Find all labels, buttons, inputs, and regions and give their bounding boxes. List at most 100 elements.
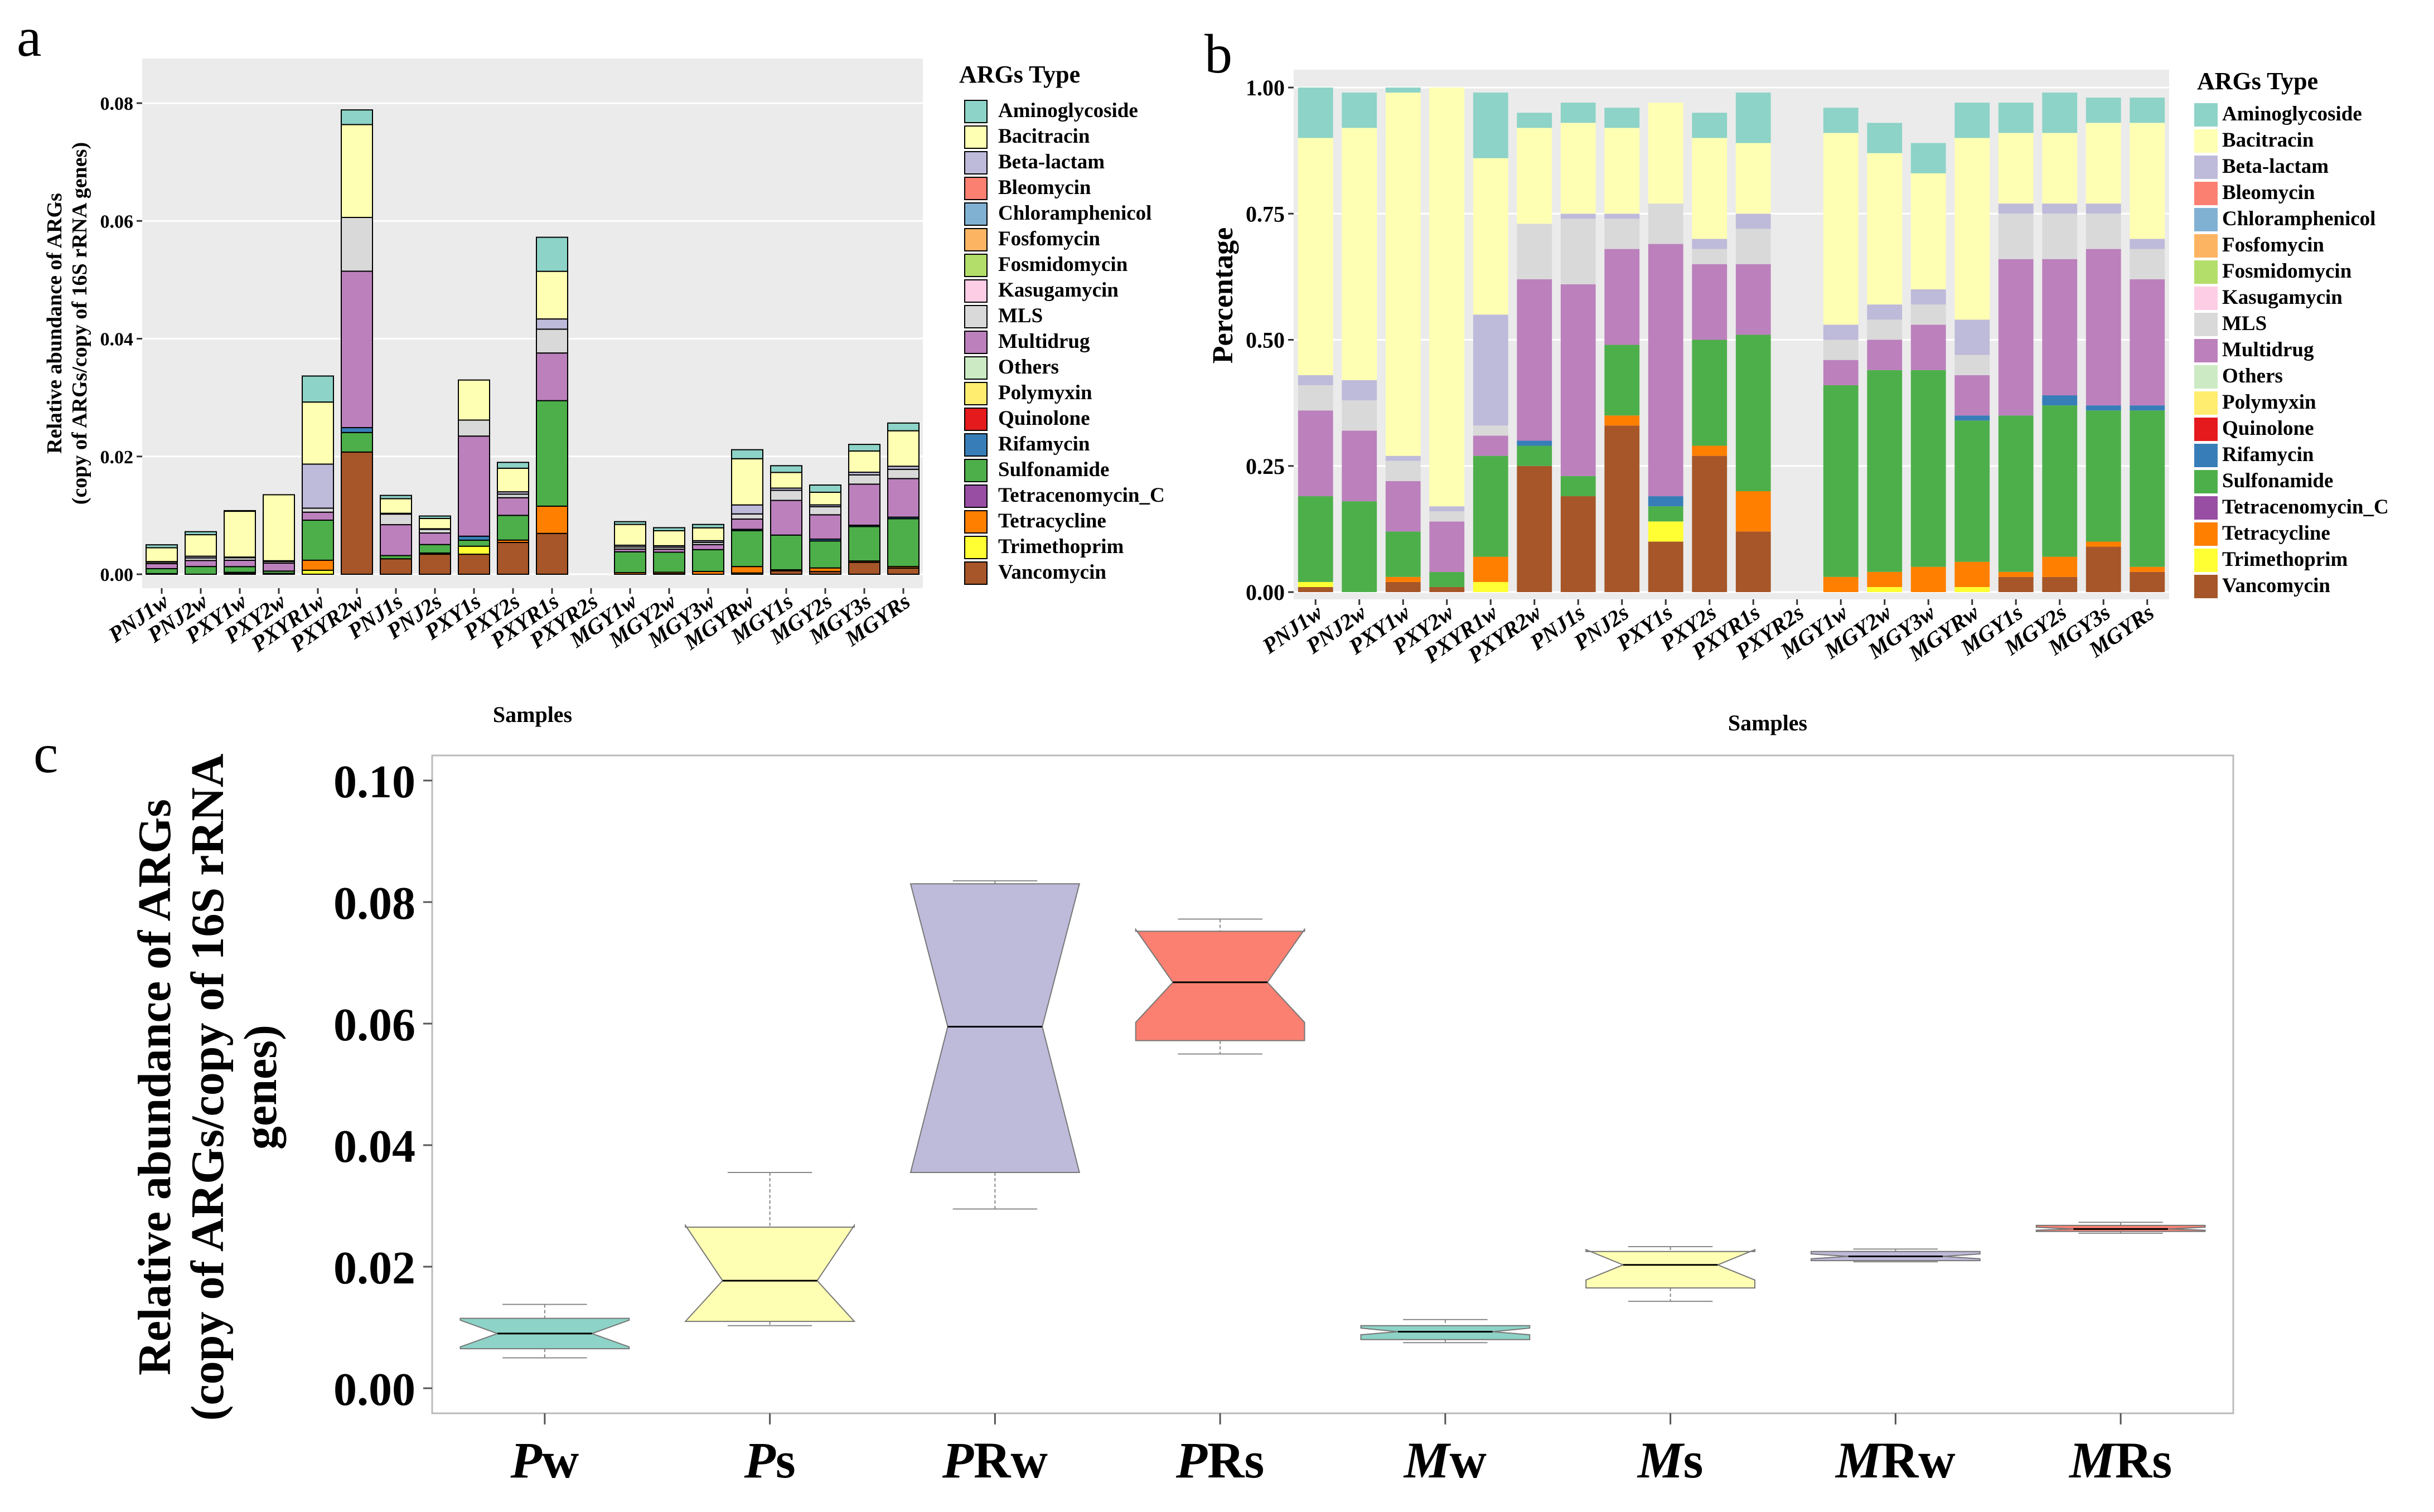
panel-b-bar-segment [1692,340,1727,446]
panel-b-bar-segment [1473,158,1508,315]
panel-a-bar-segment [302,559,334,571]
panel-a-bar-segment [848,450,880,473]
panel-a-bar-segment [770,465,802,473]
panel-b-bar-segment [1823,133,1859,325]
panel-a-legend-label: Chloramphenicol [998,202,1151,225]
panel-a-y-label-2: (copy of ARGs/copy of 16S rRNA genes) [68,142,91,505]
panel-letter-a: a [17,6,41,68]
panel-b-legend-label: Quinolone [2222,417,2314,440]
panel-b-bar-segment [1298,587,1333,592]
panel-a-bar-segment [146,544,178,549]
panel-b-bar-segment [1560,476,1596,497]
panel-a-bar-segment [809,540,841,569]
panel-b-bar-segment [2042,576,2078,592]
panel-b-legend-swatch [2194,313,2218,336]
panel-a-bar-segment [302,463,334,509]
panel-a-bar-segment [185,560,217,568]
panel-b-bar-segment [1692,138,1727,239]
panel-a-bar-segment [536,270,568,320]
panel-a-legend-label: Tetracycline [998,510,1106,532]
panel-c-y-ticks: 0.00 0.02 0.04 0.06 0.08 0.10 [333,756,432,1416]
panel-b-legend-swatch [2194,287,2218,310]
panel-c-y-label-2: (copy of ARGs/copy of 16S rRNA [182,753,234,1421]
panel-a-bar-segment [809,514,841,540]
panel-b-bar-segment [1823,324,1859,340]
panel-b-bar-segment [1604,249,1640,345]
panel-b-bar-segment [1604,214,1640,219]
panel-b-bar-segment [1735,229,1771,264]
panel-b-bar-segment [1560,214,1596,219]
panel-a-y-tick-label: 0.08 [100,94,134,114]
panel-b-bar-segment [1954,420,1990,562]
panel-a-bar-segment [536,328,568,354]
panel-b-bar-segment [1867,587,1903,592]
panel-b-bar-segment [1823,360,1859,385]
panel-b-y-tick-label: 0.50 [1246,328,1285,353]
panel-b-bar-segment [1823,340,1859,360]
panel-b-legend-label: Beta-lactam [2222,155,2329,178]
panel-b-bar-segment [2085,98,2121,123]
panel-b-bar-segment [2042,395,2078,406]
panel-b-bar-segment [1954,415,1990,421]
panel-a-legend-swatch [964,510,988,534]
panel-b-bar-segment [1692,455,1727,592]
panel-b-bar-segment [2085,410,2121,542]
panel-b-bar-segment [1910,304,1946,325]
panel-b-bar-segment [1298,581,1333,587]
panel-b-bar-segment [1648,103,1683,204]
panel-c-y-label-1: Relative abundance of ARGs [129,799,181,1375]
panel-a-bar-segment [848,483,880,526]
panel-b-legend-swatch [2194,470,2218,493]
panel-b-bar-segment [1735,93,1771,143]
panel-b-bar-segment [2085,541,2121,547]
panel-c-x-tick-label: PRw [942,1432,1048,1489]
panel-b-y-tick-label: 0.75 [1246,201,1285,226]
panel-a-legend-label: Quinolone [998,407,1090,430]
panel-a-bar-segment [692,524,724,529]
panel-a-legend-label: Polymyxin [998,381,1092,404]
panel-a-bar-segment [497,467,529,493]
panel-c-x-tick-label-rest: w [542,1432,579,1489]
panel-a-bar-segment [302,401,334,465]
panel-letter-b: b [1204,23,1232,85]
panel-a-y-tick-label: 0.02 [100,447,134,468]
panel-c-x-ticks: Pw Ps PRw PRs Mw Ms MRw MRs [510,1413,2172,1489]
panel-a-legend-title: ARGs Type [959,61,1080,88]
panel-b-bar-segment [1342,380,1377,401]
panel-b-legend-label: Kasugamycin [2222,286,2343,309]
panel-a-bar-segment [302,520,334,561]
panel-c-notched-box [1585,1248,1756,1289]
panel-b-bar-segment [1429,571,1465,587]
panel-a-bar-segment [809,484,841,493]
panel-b-bar-segment [1298,138,1333,375]
panel-a-bar-segment [887,468,920,479]
panel-b-bar-segment [1867,153,1903,305]
panel-b-bar-segment [2130,279,2165,406]
panel-b-bar-segment [1342,128,1377,380]
panel-a-legend-swatch [964,125,988,149]
panel-a-legend-label: Fosfomycin [998,227,1100,250]
panel-a-bar-segment [419,544,451,554]
panel-b-bar-segment [1298,385,1333,411]
panel-a-bar-segment [770,534,802,570]
panel-b-bar-segment [1429,506,1465,512]
panel-b-bar-segment [1429,88,1465,507]
panel-b-bar-segment [1385,88,1421,93]
panel-b-bar-segment [1998,103,2034,133]
panel-b-x-label: Samples [1728,710,1807,735]
panel-b-bar-segment [1998,203,2034,214]
panel-a-bar-segment [887,422,920,432]
panel-b-legend-swatch [2194,391,2218,415]
panel-a-bar-segment [380,513,412,526]
panel-a-bar-segment [185,531,217,536]
panel-b-bar-segment [1473,425,1508,436]
panel-b-bar-segment [1954,587,1990,592]
panel-a-bar-segment [809,506,841,516]
panel-c-x-tick-label: Mw [1403,1432,1487,1489]
panel-b-bar-segment [1867,304,1903,320]
panel-c-y-label-3: genes) [235,1025,287,1150]
panel-a-legend-label: Others [998,356,1059,379]
panel-b-bar-segment [1473,435,1508,456]
panel-a-bar-segment [692,544,724,550]
